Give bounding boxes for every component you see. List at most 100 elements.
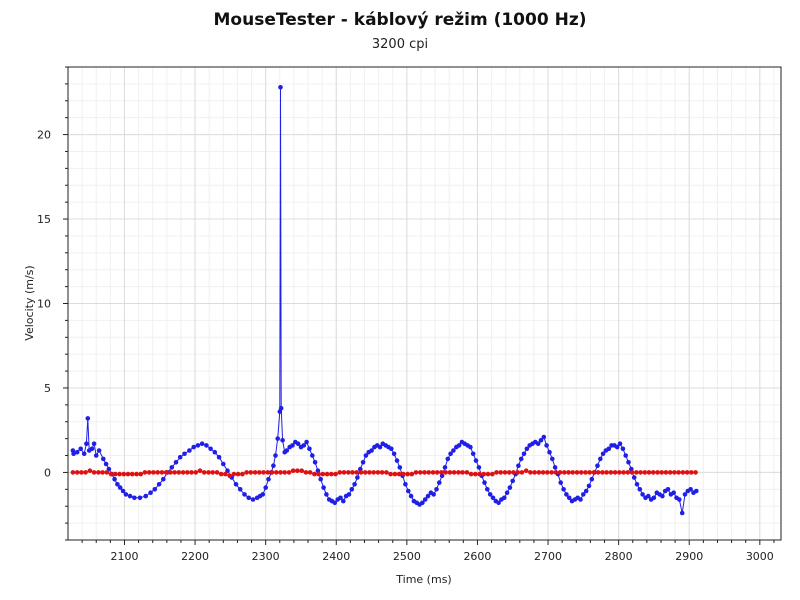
data-point	[168, 470, 173, 475]
data-point	[439, 470, 444, 475]
data-point	[510, 478, 515, 484]
data-point	[260, 492, 266, 497]
data-point	[138, 471, 143, 477]
data-point	[225, 468, 230, 474]
data-point	[180, 470, 186, 475]
data-point	[129, 471, 135, 477]
data-point	[106, 466, 112, 472]
data-point	[244, 470, 249, 475]
data-point	[663, 470, 669, 475]
data-point	[358, 470, 364, 475]
data-point	[430, 470, 436, 475]
data-point	[392, 471, 398, 477]
data-point	[341, 470, 347, 475]
data-point	[541, 434, 547, 440]
data-point	[515, 470, 520, 475]
data-point	[240, 471, 245, 477]
data-point	[451, 448, 456, 453]
data-point	[93, 453, 99, 458]
data-point	[142, 470, 148, 475]
data-point	[557, 470, 563, 475]
data-point	[310, 453, 315, 458]
data-point	[173, 460, 179, 465]
data-point	[516, 463, 521, 469]
data-point	[583, 470, 588, 475]
data-point	[156, 482, 162, 487]
data-point	[299, 468, 305, 474]
data-point	[394, 458, 400, 463]
data-point	[561, 487, 566, 492]
data-point	[646, 470, 652, 475]
data-point	[312, 460, 318, 465]
data-point	[507, 485, 513, 490]
data-point	[665, 487, 671, 492]
data-point	[634, 470, 639, 475]
data-point	[250, 497, 256, 502]
data-point	[448, 451, 453, 457]
data-point	[273, 453, 278, 458]
data-point	[494, 470, 499, 475]
data-point	[595, 463, 600, 469]
data-point	[103, 461, 109, 467]
data-point	[237, 487, 243, 492]
data-point	[74, 470, 80, 475]
data-point	[252, 470, 258, 475]
data-point	[511, 470, 516, 475]
data-point	[121, 471, 127, 477]
data-point	[295, 441, 301, 447]
data-point	[524, 446, 530, 452]
x-tick-label: 2900	[675, 550, 703, 563]
data-point	[261, 470, 266, 475]
data-point	[547, 449, 552, 455]
data-point	[312, 471, 317, 477]
data-point	[578, 470, 584, 475]
x-tick-label: 2200	[181, 550, 209, 563]
data-point	[640, 492, 645, 497]
data-point	[132, 495, 137, 501]
data-point	[473, 471, 478, 477]
data-point	[586, 483, 592, 489]
data-point	[442, 465, 448, 470]
x-tick-label: 2600	[463, 550, 491, 563]
data-point	[409, 471, 415, 477]
data-point	[396, 471, 402, 477]
data-point	[84, 441, 89, 447]
data-point	[405, 471, 410, 477]
data-point	[629, 470, 635, 475]
data-point	[70, 470, 76, 475]
data-point	[406, 488, 411, 494]
data-point	[581, 492, 586, 497]
data-point	[470, 451, 476, 457]
data-point	[125, 471, 131, 477]
data-point	[646, 493, 651, 499]
data-point	[538, 438, 544, 443]
data-point	[540, 470, 546, 475]
data-point	[362, 470, 368, 475]
data-point	[199, 441, 205, 447]
data-point	[81, 451, 87, 457]
data-point	[246, 495, 251, 501]
data-point	[307, 446, 312, 452]
data-point	[521, 451, 527, 457]
x-tick-label: 2700	[534, 550, 562, 563]
data-point	[535, 441, 541, 447]
data-point	[558, 480, 563, 485]
data-point	[621, 470, 626, 475]
data-point	[434, 487, 439, 492]
data-point	[684, 470, 690, 475]
data-point	[282, 470, 288, 475]
data-point	[413, 470, 419, 475]
data-point	[280, 438, 285, 443]
data-point	[233, 482, 239, 487]
data-point	[113, 471, 118, 477]
grid	[68, 66, 781, 541]
x-axis-label: Time (ms)	[395, 573, 451, 586]
data-point	[329, 471, 334, 477]
data-point	[519, 470, 525, 475]
data-point	[473, 458, 479, 463]
data-point	[476, 465, 482, 470]
data-point	[257, 470, 262, 475]
data-point	[371, 470, 377, 475]
data-point	[660, 493, 665, 499]
